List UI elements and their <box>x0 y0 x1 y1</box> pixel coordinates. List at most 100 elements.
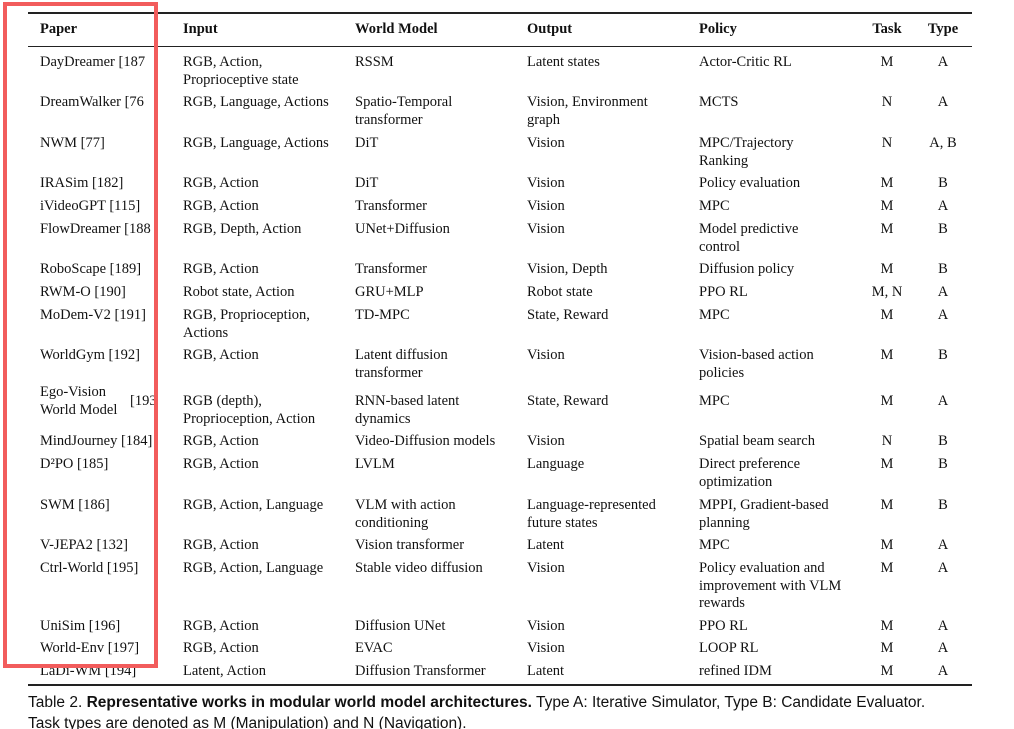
header-task: Task <box>872 21 902 37</box>
cell-input: Proprioceptive state <box>183 71 299 88</box>
cell-task: N <box>881 135 893 151</box>
cell-paper: UniSim [196] <box>40 618 121 634</box>
cell-output: Vision <box>527 640 565 656</box>
cell-input: Actions <box>183 324 229 341</box>
cell-type: A <box>937 640 949 656</box>
cell-type: A <box>937 54 949 70</box>
cell-policy: PPO RL <box>699 284 748 300</box>
cell-output: Vision <box>527 433 565 449</box>
cell-output: Vision, Environment <box>527 94 648 110</box>
cell-paper: V-JEPA2 [132] <box>40 537 128 553</box>
cell-input: RGB, Depth, Action <box>183 221 302 237</box>
cell-paper: FlowDreamer [188 <box>40 221 151 237</box>
cell-task: M <box>880 640 894 656</box>
cell-policy: MPC <box>699 307 730 323</box>
cell-output: future states <box>527 514 598 531</box>
cell-input: Robot state, Action <box>183 284 295 300</box>
cell-world-model: Vision transformer <box>355 537 465 553</box>
cell-task: M <box>880 560 894 576</box>
cell-paper: IRASim [182] <box>40 175 124 191</box>
cell-type: A <box>937 663 949 679</box>
cell-policy: Model predictive <box>699 221 799 237</box>
cell-world-model: RSSM <box>355 54 394 70</box>
cell-world-model: DiT <box>355 175 379 191</box>
cell-policy: refined IDM <box>699 663 772 679</box>
cell-task: N <box>881 433 893 449</box>
cell-policy: Vision-based action <box>699 347 814 363</box>
cell-paper: Ego-Vision <box>40 384 106 400</box>
cell-policy: policies <box>699 364 745 381</box>
cell-output: Vision <box>527 221 565 237</box>
cell-output: Vision <box>527 198 565 214</box>
cell-paper: RWM-O [190] <box>40 284 126 300</box>
cell-output: Robot state <box>527 284 593 300</box>
cell-policy: rewards <box>699 595 745 611</box>
cell-output: Language <box>527 456 585 472</box>
cell-policy: MPC <box>699 393 730 409</box>
cell-world-model: TD-MPC <box>355 307 410 323</box>
header-rule <box>28 46 972 47</box>
cell-paper: [193 <box>130 393 156 409</box>
cell-type: B <box>938 175 948 191</box>
cell-paper: SWM [186] <box>40 497 110 513</box>
cell-input: RGB, Action <box>183 640 259 656</box>
cell-type: A <box>937 393 949 409</box>
cell-policy: Direct preference <box>699 456 801 472</box>
cell-policy: MPC <box>699 198 730 214</box>
cell-policy: MPC <box>699 537 730 553</box>
cell-policy: PPO RL <box>699 618 748 634</box>
cell-paper: MoDem-V2 [191] <box>40 307 146 323</box>
cell-input: RGB, Action <box>183 261 259 277</box>
cell-world-model: EVAC <box>355 640 393 656</box>
cell-policy: Spatial beam search <box>699 433 815 449</box>
cell-world-model: DiT <box>355 135 379 151</box>
cell-task: N <box>881 94 893 110</box>
cell-input: RGB, Action <box>183 618 259 634</box>
cell-output: Vision <box>527 618 565 634</box>
caption-bold: Representative works in modular world mo… <box>86 694 532 711</box>
cell-output: Language-represented <box>527 497 656 513</box>
cell-world-model: transformer <box>355 111 423 128</box>
cell-policy: MPC/Trajectory <box>699 135 794 151</box>
cell-input: Latent, Action <box>183 663 266 679</box>
cell-input: RGB, Action <box>183 175 259 191</box>
cell-task: M <box>880 221 894 237</box>
cell-output: Latent <box>527 663 565 679</box>
cell-type: A, B <box>929 135 957 151</box>
cell-policy: improvement with VLM <box>699 577 842 594</box>
cell-task: M <box>880 198 894 214</box>
cell-world-model: Diffusion UNet <box>355 618 446 634</box>
cell-type: B <box>938 261 948 277</box>
cell-paper: RoboScape [189] <box>40 261 142 277</box>
cell-world-model: Transformer <box>355 198 427 214</box>
cell-output: graph <box>527 111 561 128</box>
cell-input: RGB, Action <box>183 537 259 553</box>
header-paper: Paper <box>40 21 78 37</box>
cell-output: Vision <box>527 135 565 151</box>
cell-task: M <box>880 537 894 553</box>
cell-paper: World-Env [197] <box>40 640 140 656</box>
cell-policy: LOOP RL <box>699 640 759 656</box>
cell-world-model: Transformer <box>355 261 427 277</box>
cell-type: B <box>938 497 948 513</box>
cell-input: RGB, Action, <box>183 54 263 70</box>
cell-policy: Actor-Critic RL <box>699 54 792 70</box>
cell-input: RGB, Action <box>183 433 259 449</box>
cell-policy: MPPI, Gradient-based <box>699 497 829 513</box>
cell-task: M <box>880 618 894 634</box>
cell-type: B <box>938 221 948 237</box>
cell-world-model: Spatio-Temporal <box>355 94 453 110</box>
cell-input: RGB, Action <box>183 347 259 363</box>
cell-task: M <box>880 54 894 70</box>
cell-paper: NWM [77] <box>40 135 105 151</box>
cell-policy: Policy evaluation and <box>699 560 825 576</box>
cell-task: M <box>880 497 894 513</box>
cell-policy: Ranking <box>699 152 749 169</box>
cell-task: M <box>880 393 894 409</box>
cell-task: M, N <box>871 284 903 300</box>
cell-type: A <box>937 618 949 634</box>
cell-paper: Ctrl-World [195] <box>40 560 139 576</box>
cell-input: RGB (depth), <box>183 393 262 409</box>
cell-output: Vision <box>527 560 565 576</box>
header-input: Input <box>183 21 218 37</box>
